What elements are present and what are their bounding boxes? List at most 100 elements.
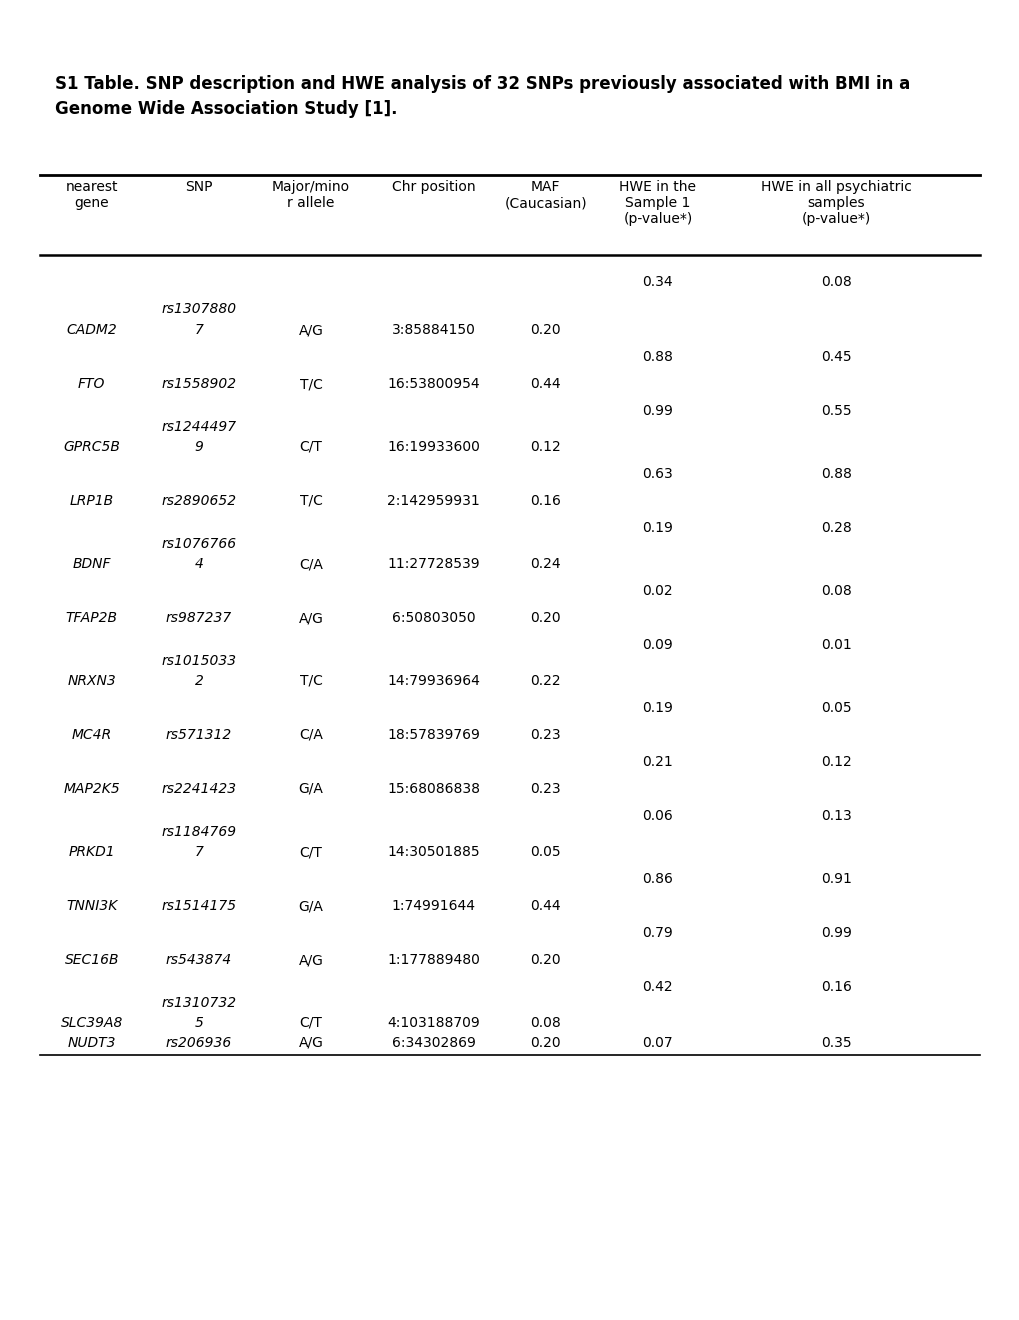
- Text: BDNF: BDNF: [72, 557, 111, 572]
- Text: Genome Wide Association Study [1].: Genome Wide Association Study [1].: [55, 100, 397, 117]
- Text: rs1015033: rs1015033: [161, 653, 236, 668]
- Text: 0.20: 0.20: [530, 953, 560, 968]
- Text: 0.13: 0.13: [820, 809, 851, 822]
- Text: 0.20: 0.20: [530, 611, 560, 624]
- Text: 0.01: 0.01: [820, 638, 851, 652]
- Text: 0.16: 0.16: [530, 494, 560, 508]
- Text: 0.35: 0.35: [820, 1036, 851, 1049]
- Text: rs571312: rs571312: [166, 729, 231, 742]
- Text: MAF
(Caucasian): MAF (Caucasian): [503, 180, 587, 210]
- Text: 0.91: 0.91: [820, 873, 851, 886]
- Text: 0.86: 0.86: [642, 873, 673, 886]
- Text: rs206936: rs206936: [166, 1036, 231, 1049]
- Text: A/G: A/G: [299, 953, 323, 968]
- Text: rs1244497: rs1244497: [161, 420, 236, 434]
- Text: 0.99: 0.99: [820, 927, 851, 940]
- Text: 0.08: 0.08: [820, 275, 851, 289]
- Text: S1 Table. SNP description and HWE analysis of 32 SNPs previously associated with: S1 Table. SNP description and HWE analys…: [55, 75, 909, 92]
- Text: 0.08: 0.08: [820, 583, 851, 598]
- Text: 16:19933600: 16:19933600: [386, 440, 480, 454]
- Text: 0.09: 0.09: [642, 638, 673, 652]
- Text: 0.19: 0.19: [642, 521, 673, 535]
- Text: Chr position: Chr position: [391, 180, 475, 194]
- Text: G/A: G/A: [299, 899, 323, 913]
- Text: LRP1B: LRP1B: [69, 494, 114, 508]
- Text: 0.28: 0.28: [820, 521, 851, 535]
- Text: rs1558902: rs1558902: [161, 378, 236, 391]
- Text: 0.79: 0.79: [642, 927, 673, 940]
- Text: T/C: T/C: [300, 494, 322, 508]
- Text: 0.44: 0.44: [530, 899, 560, 913]
- Text: 0.07: 0.07: [642, 1036, 673, 1049]
- Text: 7: 7: [195, 323, 203, 337]
- Text: 4:103188709: 4:103188709: [387, 1016, 479, 1030]
- Text: 0.44: 0.44: [530, 378, 560, 391]
- Text: rs2890652: rs2890652: [161, 494, 236, 508]
- Text: TNNI3K: TNNI3K: [66, 899, 117, 913]
- Text: GPRC5B: GPRC5B: [63, 440, 120, 454]
- Text: nearest
gene: nearest gene: [65, 180, 118, 210]
- Text: SLC39A8: SLC39A8: [60, 1016, 123, 1030]
- Text: 0.02: 0.02: [642, 583, 673, 598]
- Text: 0.20: 0.20: [530, 323, 560, 337]
- Text: rs2241423: rs2241423: [161, 781, 236, 796]
- Text: 0.20: 0.20: [530, 1036, 560, 1049]
- Text: 0.05: 0.05: [530, 845, 560, 859]
- Text: 1:177889480: 1:177889480: [386, 953, 480, 968]
- Text: rs1184769: rs1184769: [161, 825, 236, 840]
- Text: C/A: C/A: [299, 557, 323, 572]
- Text: 0.21: 0.21: [642, 755, 673, 770]
- Text: 11:27728539: 11:27728539: [387, 557, 479, 572]
- Text: HWE in all psychiatric
samples
(p-value*): HWE in all psychiatric samples (p-value*…: [760, 180, 911, 227]
- Text: CADM2: CADM2: [66, 323, 117, 337]
- Text: NRXN3: NRXN3: [67, 675, 116, 688]
- Text: 15:68086838: 15:68086838: [386, 781, 480, 796]
- Text: 0.55: 0.55: [820, 404, 851, 418]
- Text: 0.63: 0.63: [642, 467, 673, 480]
- Text: NUDT3: NUDT3: [67, 1036, 116, 1049]
- Text: 0.06: 0.06: [642, 809, 673, 822]
- Text: C/A: C/A: [299, 729, 323, 742]
- Text: 0.99: 0.99: [642, 404, 673, 418]
- Text: A/G: A/G: [299, 1036, 323, 1049]
- Text: 0.88: 0.88: [642, 350, 673, 364]
- Text: SEC16B: SEC16B: [64, 953, 119, 968]
- Text: Major/mino
r allele: Major/mino r allele: [272, 180, 350, 210]
- Text: G/A: G/A: [299, 781, 323, 796]
- Text: rs987237: rs987237: [166, 611, 231, 624]
- Text: rs1310732: rs1310732: [161, 997, 236, 1010]
- Text: PRKD1: PRKD1: [68, 845, 115, 859]
- Text: MC4R: MC4R: [71, 729, 112, 742]
- Text: C/T: C/T: [300, 440, 322, 454]
- Text: HWE in the
Sample 1
(p-value*): HWE in the Sample 1 (p-value*): [619, 180, 696, 227]
- Text: 0.22: 0.22: [530, 675, 560, 688]
- Text: rs1307880: rs1307880: [161, 302, 236, 315]
- Text: 0.12: 0.12: [820, 755, 851, 770]
- Text: 0.24: 0.24: [530, 557, 560, 572]
- Text: 0.45: 0.45: [820, 350, 851, 364]
- Text: FTO: FTO: [78, 378, 105, 391]
- Text: 0.19: 0.19: [642, 701, 673, 715]
- Text: 2: 2: [195, 675, 203, 688]
- Text: 6:34302869: 6:34302869: [391, 1036, 475, 1049]
- Text: T/C: T/C: [300, 378, 322, 391]
- Text: C/T: C/T: [300, 1016, 322, 1030]
- Text: 0.08: 0.08: [530, 1016, 560, 1030]
- Text: A/G: A/G: [299, 323, 323, 337]
- Text: 7: 7: [195, 845, 203, 859]
- Text: A/G: A/G: [299, 611, 323, 624]
- Text: 0.16: 0.16: [820, 979, 851, 994]
- Text: rs1076766: rs1076766: [161, 537, 236, 550]
- Text: 14:79936964: 14:79936964: [386, 675, 480, 688]
- Text: 0.88: 0.88: [820, 467, 851, 480]
- Text: 14:30501885: 14:30501885: [387, 845, 479, 859]
- Text: rs1514175: rs1514175: [161, 899, 236, 913]
- Text: 2:142959931: 2:142959931: [387, 494, 479, 508]
- Text: 4: 4: [195, 557, 203, 572]
- Text: 1:74991644: 1:74991644: [391, 899, 475, 913]
- Text: 0.42: 0.42: [642, 979, 673, 994]
- Text: SNP: SNP: [185, 180, 212, 194]
- Text: rs543874: rs543874: [166, 953, 231, 968]
- Text: 0.05: 0.05: [820, 701, 851, 715]
- Text: 5: 5: [195, 1016, 203, 1030]
